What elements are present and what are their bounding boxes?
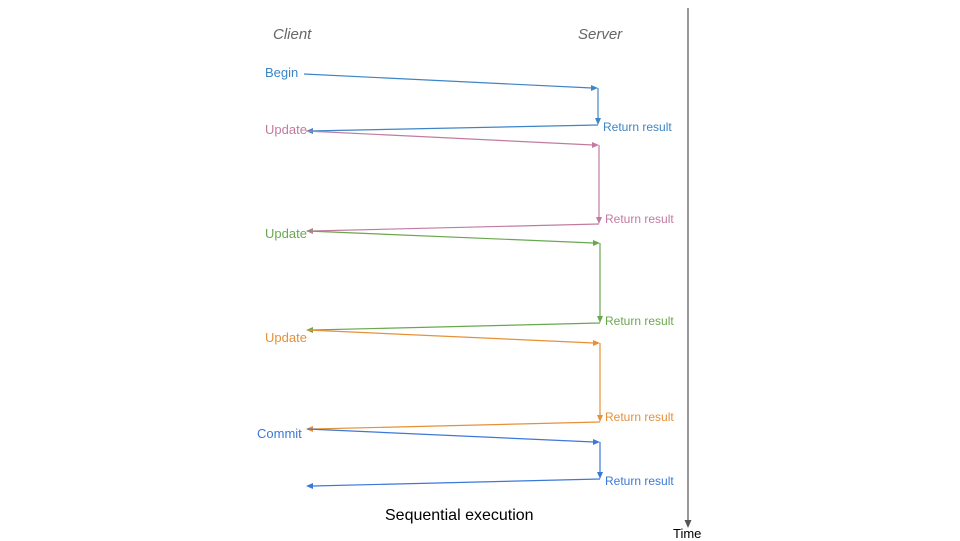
response-arrow	[312, 478, 601, 487]
request-arrowhead	[591, 85, 598, 91]
processing-arrowhead	[597, 316, 603, 323]
request-arrowhead	[593, 240, 600, 246]
request-arrowhead	[593, 439, 600, 445]
processing-arrowhead	[597, 415, 603, 422]
request-arrowhead	[592, 142, 599, 148]
client-label-update-1: Update	[265, 122, 307, 137]
server-label-return-5: Return result	[605, 474, 674, 488]
client-label-commit: Commit	[257, 426, 302, 441]
time-axis-label: Time	[673, 526, 702, 541]
server-label-return-1: Return result	[603, 120, 672, 134]
response-arrow	[311, 223, 600, 232]
response-arrow	[309, 124, 599, 132]
request-arrow	[306, 230, 595, 244]
request-arrow	[305, 130, 594, 146]
request-arrowhead	[593, 340, 600, 346]
response-arrow	[312, 322, 601, 331]
processing-arrowhead	[596, 217, 602, 224]
request-arrow	[306, 329, 595, 344]
client-header: Client	[273, 26, 312, 43]
response-arrowhead	[306, 483, 313, 489]
server-header: Server	[578, 26, 623, 43]
time-axis-arrowhead	[684, 520, 692, 528]
server-label-return-3: Return result	[605, 314, 674, 328]
diagram-caption: Sequential execution	[385, 507, 534, 524]
server-label-return-2: Return result	[605, 212, 674, 226]
processing-arrowhead	[597, 472, 603, 479]
response-arrow	[312, 421, 601, 430]
processing-arrowhead	[595, 118, 601, 125]
client-label-update-2: Update	[265, 226, 307, 241]
server-label-return-4: Return result	[605, 410, 674, 424]
client-label-begin: Begin	[265, 65, 299, 80]
request-arrow	[306, 428, 595, 443]
client-label-update-3: Update	[265, 330, 307, 345]
request-arrow	[303, 73, 593, 89]
